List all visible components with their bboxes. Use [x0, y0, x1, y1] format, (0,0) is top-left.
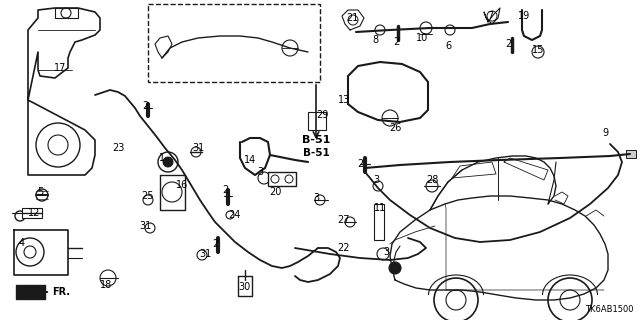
Text: 10: 10	[416, 33, 428, 43]
Bar	[308, 112, 326, 130]
Text: 26: 26	[389, 123, 401, 133]
Text: 16: 16	[176, 180, 188, 190]
Text: FR.: FR.	[52, 287, 70, 297]
Text: 29: 29	[316, 110, 328, 120]
Text: 20: 20	[269, 187, 281, 197]
Text: 24: 24	[228, 210, 240, 220]
Text: 28: 28	[426, 175, 438, 185]
Circle shape	[163, 157, 173, 167]
Text: 3: 3	[313, 193, 319, 203]
Text: 31: 31	[139, 221, 151, 231]
Text: 2: 2	[393, 37, 399, 47]
Text: 6: 6	[445, 41, 451, 51]
Text: 8: 8	[372, 35, 378, 45]
Text: 27: 27	[338, 215, 350, 225]
Bar	[626, 150, 636, 158]
Bar	[148, 4, 320, 82]
Text: 4: 4	[19, 238, 25, 248]
Text: 3: 3	[373, 175, 379, 185]
Text: 12: 12	[28, 208, 40, 218]
Text: 2: 2	[505, 39, 511, 49]
Text: 7: 7	[487, 11, 493, 21]
Text: 19: 19	[518, 11, 530, 21]
Text: 31: 31	[199, 249, 211, 259]
Bar	[268, 172, 296, 186]
Text: B-51: B-51	[302, 135, 330, 145]
Text: 21: 21	[346, 13, 358, 23]
Text: 30: 30	[238, 282, 250, 292]
Text: 2: 2	[142, 101, 148, 111]
Circle shape	[389, 262, 401, 274]
Text: 1: 1	[159, 153, 165, 163]
Text: 13: 13	[338, 95, 350, 105]
Text: 2: 2	[357, 159, 363, 169]
Text: 23: 23	[112, 143, 124, 153]
Text: TK6AB1500: TK6AB1500	[586, 305, 634, 314]
Text: 2: 2	[212, 239, 218, 249]
Text: 2: 2	[222, 185, 228, 195]
Text: B-51: B-51	[303, 148, 330, 158]
Text: 31: 31	[192, 143, 204, 153]
Text: 5: 5	[37, 187, 43, 197]
Text: 3: 3	[383, 247, 389, 257]
Text: 22: 22	[338, 243, 350, 253]
Text: 17: 17	[54, 63, 66, 73]
Text: 9: 9	[602, 128, 608, 138]
Text: 11: 11	[374, 203, 386, 213]
Bar	[22, 208, 42, 218]
Text: 3: 3	[257, 167, 263, 177]
Text: 25: 25	[141, 191, 154, 201]
Bar	[374, 204, 384, 240]
Text: 15: 15	[532, 45, 544, 55]
Text: 14: 14	[244, 155, 256, 165]
Text: 18: 18	[100, 280, 112, 290]
